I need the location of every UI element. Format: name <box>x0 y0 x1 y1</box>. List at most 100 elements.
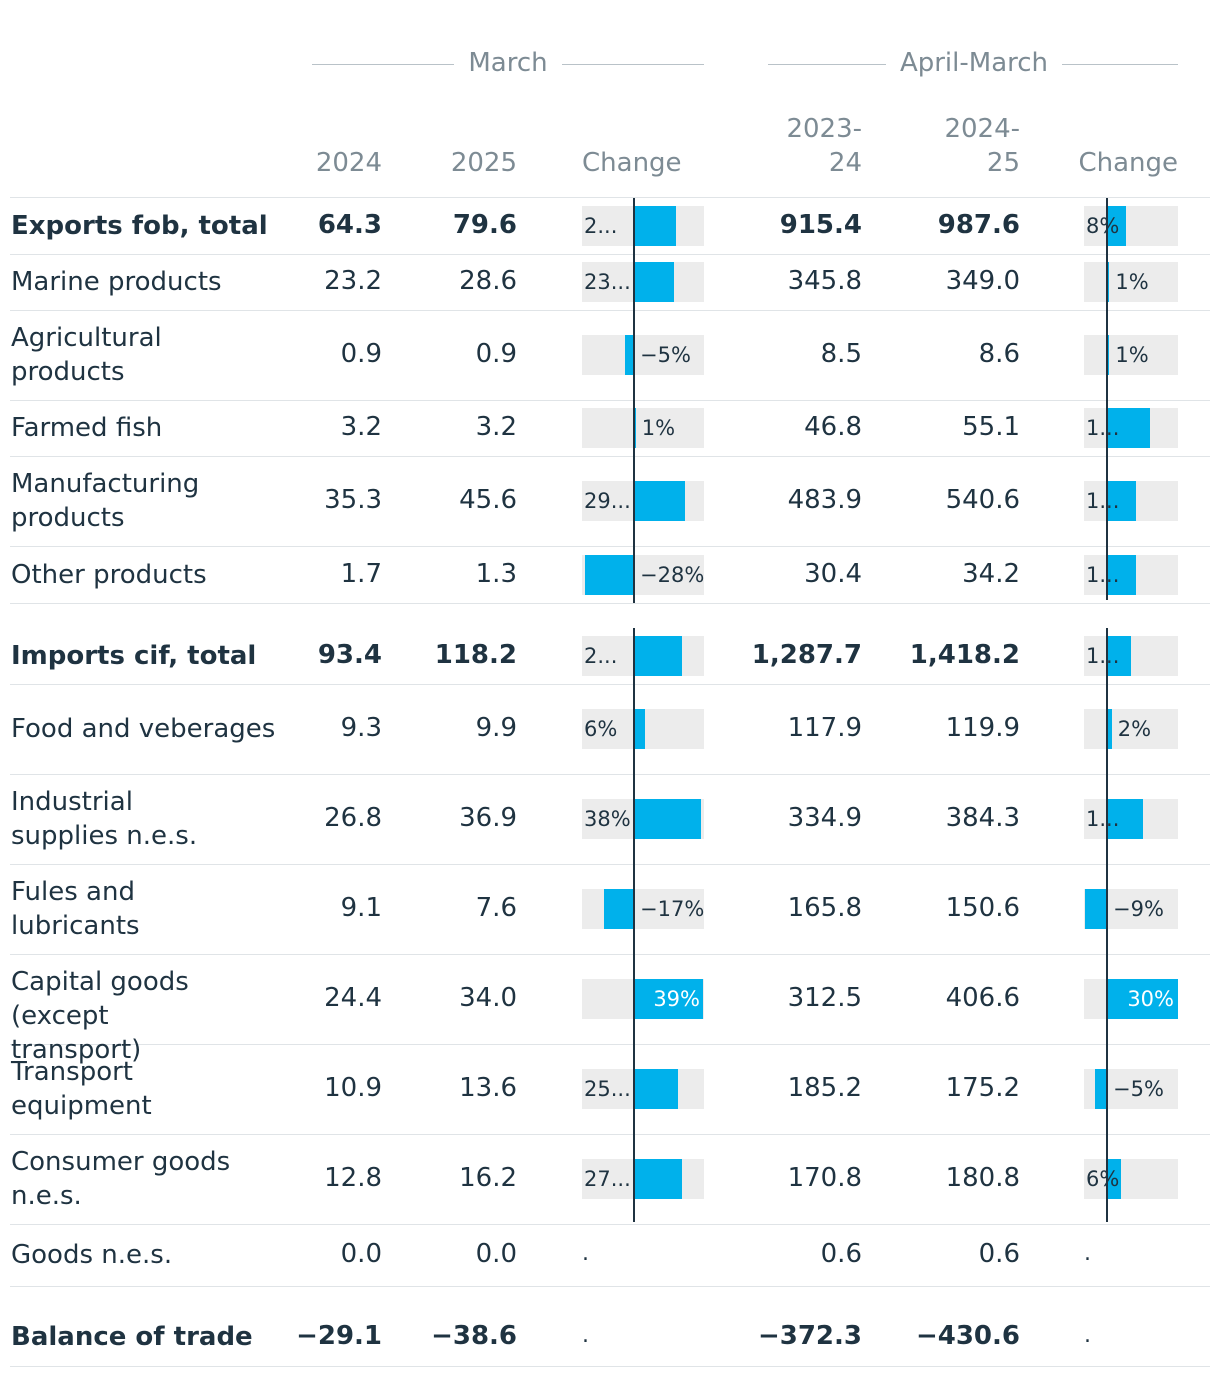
change-label-april-march: −9% <box>1113 897 1164 921</box>
change-label-march: 39% <box>653 987 700 1011</box>
change-bar-track-march: 25... <box>582 1069 704 1109</box>
value-2024: 0.9 <box>340 339 382 369</box>
value-2023-24: 185.2 <box>787 1073 862 1103</box>
change-bar-march <box>634 709 645 749</box>
value-2025: 9.9 <box>475 713 517 743</box>
change-label-march: 29... <box>584 489 631 513</box>
value-2025: 16.2 <box>459 1163 517 1193</box>
value-2025: 0.9 <box>475 339 517 369</box>
row-divider <box>10 310 1210 311</box>
change-bar-track-april-march: 8% <box>1084 206 1178 246</box>
value-2024-25: 540.6 <box>945 485 1020 515</box>
change-bar-april-march <box>1107 335 1110 375</box>
change-bar-april-march <box>1095 1069 1107 1109</box>
change-bar-track-march: −17% <box>582 889 704 929</box>
no-change-marker-april-march: . <box>1084 1323 1091 1348</box>
value-2023-24: 345.8 <box>787 266 862 296</box>
row-divider <box>10 1286 1210 1287</box>
change-bar-april-march <box>1085 889 1107 929</box>
value-2025: −38.6 <box>431 1321 517 1351</box>
row-label: Imports cif, total <box>11 641 257 671</box>
change-label-april-march: 8% <box>1086 214 1120 238</box>
change-bar-april-march <box>1107 1159 1122 1199</box>
value-2023-24: 8.5 <box>820 339 862 369</box>
row-label: Balance of trade <box>11 1322 253 1352</box>
value-2025: 13.6 <box>459 1073 517 1103</box>
change-bar-track-april-march: −9% <box>1084 889 1178 929</box>
change-bar-track-march: 6% <box>582 709 704 749</box>
value-2024-25: 150.6 <box>945 893 1020 923</box>
group-rule-right <box>562 64 704 65</box>
value-2024: 24.4 <box>324 983 382 1013</box>
change-bar-march <box>604 889 634 929</box>
value-2024: −29.1 <box>296 1321 382 1351</box>
value-2024-25: 349.0 <box>945 266 1020 296</box>
row-label: Food and veberages <box>11 714 276 744</box>
row-divider <box>10 1044 1210 1045</box>
value-2024-25: 34.2 <box>962 558 1020 589</box>
change-bar-april-march <box>1107 979 1178 1019</box>
change-label-march: 27... <box>584 1167 631 1191</box>
change-bar-march <box>634 636 682 676</box>
change-label-april-march: 1... <box>1086 489 1120 513</box>
change-bar-track-april-march: 1... <box>1084 799 1178 839</box>
change-bar-track-april-march: 1% <box>1084 335 1178 375</box>
value-2024-25: 180.8 <box>945 1163 1020 1193</box>
row-label: Agricultural products <box>11 323 162 387</box>
value-2023-24: 170.8 <box>787 1163 862 1193</box>
change-label-april-march: 1... <box>1086 562 1120 587</box>
change-bar-march <box>634 262 675 302</box>
value-2025: 3.2 <box>475 412 517 442</box>
value-2024-25: 175.2 <box>945 1073 1020 1103</box>
value-2024: 9.1 <box>340 893 382 923</box>
row-divider <box>10 546 1210 547</box>
value-2024-25: 406.6 <box>945 983 1020 1013</box>
group-rule-left <box>312 64 454 65</box>
value-2024: 9.3 <box>340 713 382 743</box>
row-label: Consumer goods n.e.s. <box>11 1147 231 1211</box>
row-divider <box>10 456 1210 457</box>
change-bar-track-april-march: 2% <box>1084 709 1178 749</box>
change-label-march: 6% <box>584 717 618 741</box>
change-label-march: 38% <box>584 807 631 831</box>
row-divider <box>10 1134 1210 1135</box>
change-bar-track-march: −5% <box>582 335 704 375</box>
change-bar-march <box>634 1069 678 1109</box>
change-bar-april-march <box>1107 636 1131 676</box>
row-divider <box>10 197 1210 198</box>
row-label: Marine products <box>11 267 222 297</box>
row-label: Farmed fish <box>11 413 163 443</box>
value-2023-24: 46.8 <box>804 412 862 442</box>
change-bar-track-march: 27... <box>582 1159 704 1199</box>
column-header-change-march: Change <box>582 148 682 178</box>
change-bar-track-april-march: 1... <box>1084 554 1178 595</box>
value-2025: 45.6 <box>459 485 517 515</box>
change-bar-april-march <box>1107 262 1110 302</box>
change-bar-april-march <box>1107 554 1136 595</box>
change-bar-track-april-march: 1... <box>1084 481 1178 521</box>
no-change-marker-march: . <box>582 1323 589 1348</box>
value-2024-25: 8.6 <box>978 339 1020 369</box>
value-2025: 0.0 <box>475 1239 517 1269</box>
change-label-march: 2... <box>584 214 618 238</box>
group-header-april-march: April-March <box>768 44 1178 84</box>
value-2024-25: −430.6 <box>915 1321 1020 1351</box>
row-label: Exports fob, total <box>11 211 268 241</box>
row-divider <box>10 684 1210 685</box>
value-2024: 0.0 <box>340 1239 382 1269</box>
row-divider <box>10 864 1210 865</box>
column-header-2023-24: 2023- 24 <box>786 114 862 178</box>
value-2024: 93.4 <box>317 640 382 670</box>
change-bar-track-april-march: 6% <box>1084 1159 1178 1199</box>
value-2023-24: 312.5 <box>787 983 862 1013</box>
change-label-april-march: −5% <box>1113 1077 1164 1101</box>
row-divider <box>10 954 1210 955</box>
value-2024-25: 987.6 <box>937 210 1020 240</box>
value-2024-25: 55.1 <box>962 412 1020 442</box>
group-rule-left <box>768 64 886 65</box>
change-label-april-march: 1... <box>1086 807 1120 831</box>
value-2024: 23.2 <box>324 266 382 296</box>
value-2024: 12.8 <box>324 1163 382 1193</box>
value-2025: 36.9 <box>459 803 517 833</box>
group-rule-right <box>1062 64 1178 65</box>
